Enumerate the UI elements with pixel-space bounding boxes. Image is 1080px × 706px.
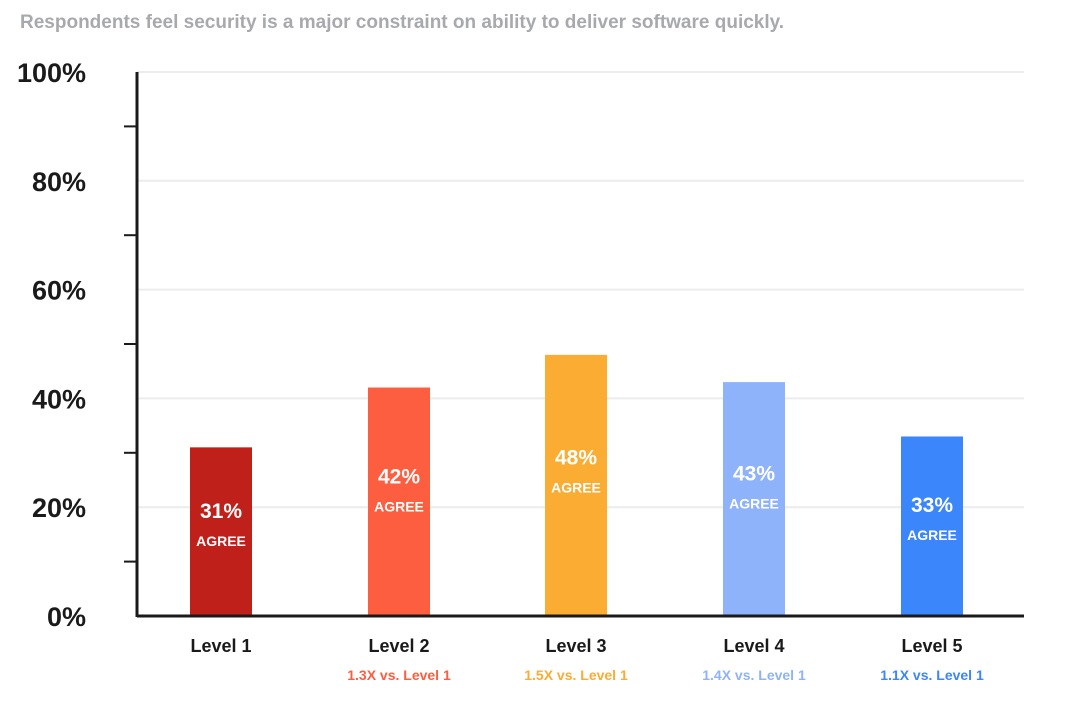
data-label-agree: AGREE xyxy=(907,527,957,543)
bar-4 xyxy=(723,382,785,616)
bar-5 xyxy=(901,436,963,616)
y-tick-label: 60% xyxy=(32,276,86,306)
comparison-label: 1.1X vs. Level 1 xyxy=(880,667,984,683)
data-label: 43% xyxy=(733,462,775,485)
chart-title: Respondents feel security is a major con… xyxy=(20,12,785,33)
y-tick-label: 100% xyxy=(17,58,86,88)
data-label-agree: AGREE xyxy=(551,480,601,496)
y-tick-label: 80% xyxy=(32,167,86,197)
data-label-agree: AGREE xyxy=(729,495,779,511)
y-tick-label: 20% xyxy=(32,493,86,523)
data-label: 42% xyxy=(378,465,420,488)
bar-1 xyxy=(190,447,252,616)
x-category-label: Level 3 xyxy=(545,636,606,656)
comparison-label: 1.3X vs. Level 1 xyxy=(347,667,451,683)
bar-2 xyxy=(368,387,430,616)
x-category-label: Level 4 xyxy=(723,636,784,656)
bar-3 xyxy=(545,354,607,616)
comparison-label: 1.5X vs. Level 1 xyxy=(524,667,628,683)
data-label: 48% xyxy=(555,447,597,470)
x-category-label: Level 1 xyxy=(190,636,251,656)
y-tick-label: 40% xyxy=(32,384,86,414)
data-label: 31% xyxy=(200,500,242,523)
comparison-label: 1.4X vs. Level 1 xyxy=(702,667,806,683)
x-category-label: Level 5 xyxy=(901,636,962,656)
data-label: 33% xyxy=(911,494,953,517)
x-category-label: Level 2 xyxy=(368,636,429,656)
data-label-agree: AGREE xyxy=(374,498,424,514)
data-label-agree: AGREE xyxy=(196,533,246,549)
y-tick-label: 0% xyxy=(47,602,86,632)
